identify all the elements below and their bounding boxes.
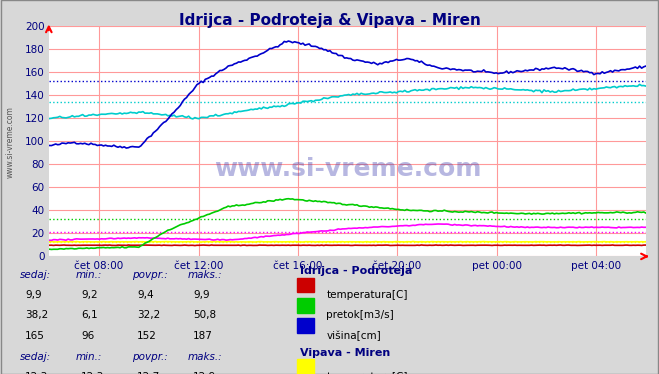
Text: maks.:: maks.: [188,352,223,362]
Text: 38,2: 38,2 [25,310,48,321]
Text: Idrijca - Podroteja & Vipava - Miren: Idrijca - Podroteja & Vipava - Miren [179,13,480,28]
Text: 12,9: 12,9 [193,372,216,374]
Text: 152: 152 [137,331,157,341]
Text: 9,4: 9,4 [137,290,154,300]
Text: povpr.:: povpr.: [132,352,167,362]
Text: povpr.:: povpr.: [132,270,167,280]
Text: 96: 96 [81,331,94,341]
Text: 50,8: 50,8 [193,310,216,321]
Text: pretok[m3/s]: pretok[m3/s] [326,310,394,321]
Text: min.:: min.: [76,352,102,362]
Text: 12,3: 12,3 [25,372,48,374]
Text: temperatura[C]: temperatura[C] [326,290,408,300]
Text: sedaj:: sedaj: [20,352,51,362]
Text: maks.:: maks.: [188,270,223,280]
Text: www.si-vreme.com: www.si-vreme.com [214,157,481,181]
Text: 165: 165 [25,331,45,341]
Text: 32,2: 32,2 [137,310,160,321]
Text: 9,9: 9,9 [193,290,210,300]
Text: sedaj:: sedaj: [20,270,51,280]
Text: 6,1: 6,1 [81,310,98,321]
Text: www.si-vreme.com: www.si-vreme.com [5,106,14,178]
Text: Idrijca - Podroteja: Idrijca - Podroteja [300,266,413,276]
Text: višina[cm]: višina[cm] [326,331,381,341]
Text: 12,3: 12,3 [81,372,104,374]
Text: 187: 187 [193,331,213,341]
Text: 9,2: 9,2 [81,290,98,300]
Text: Vipava - Miren: Vipava - Miren [300,348,390,358]
Text: temperatura[C]: temperatura[C] [326,372,408,374]
Text: min.:: min.: [76,270,102,280]
Text: 12,7: 12,7 [137,372,160,374]
Text: 9,9: 9,9 [25,290,42,300]
